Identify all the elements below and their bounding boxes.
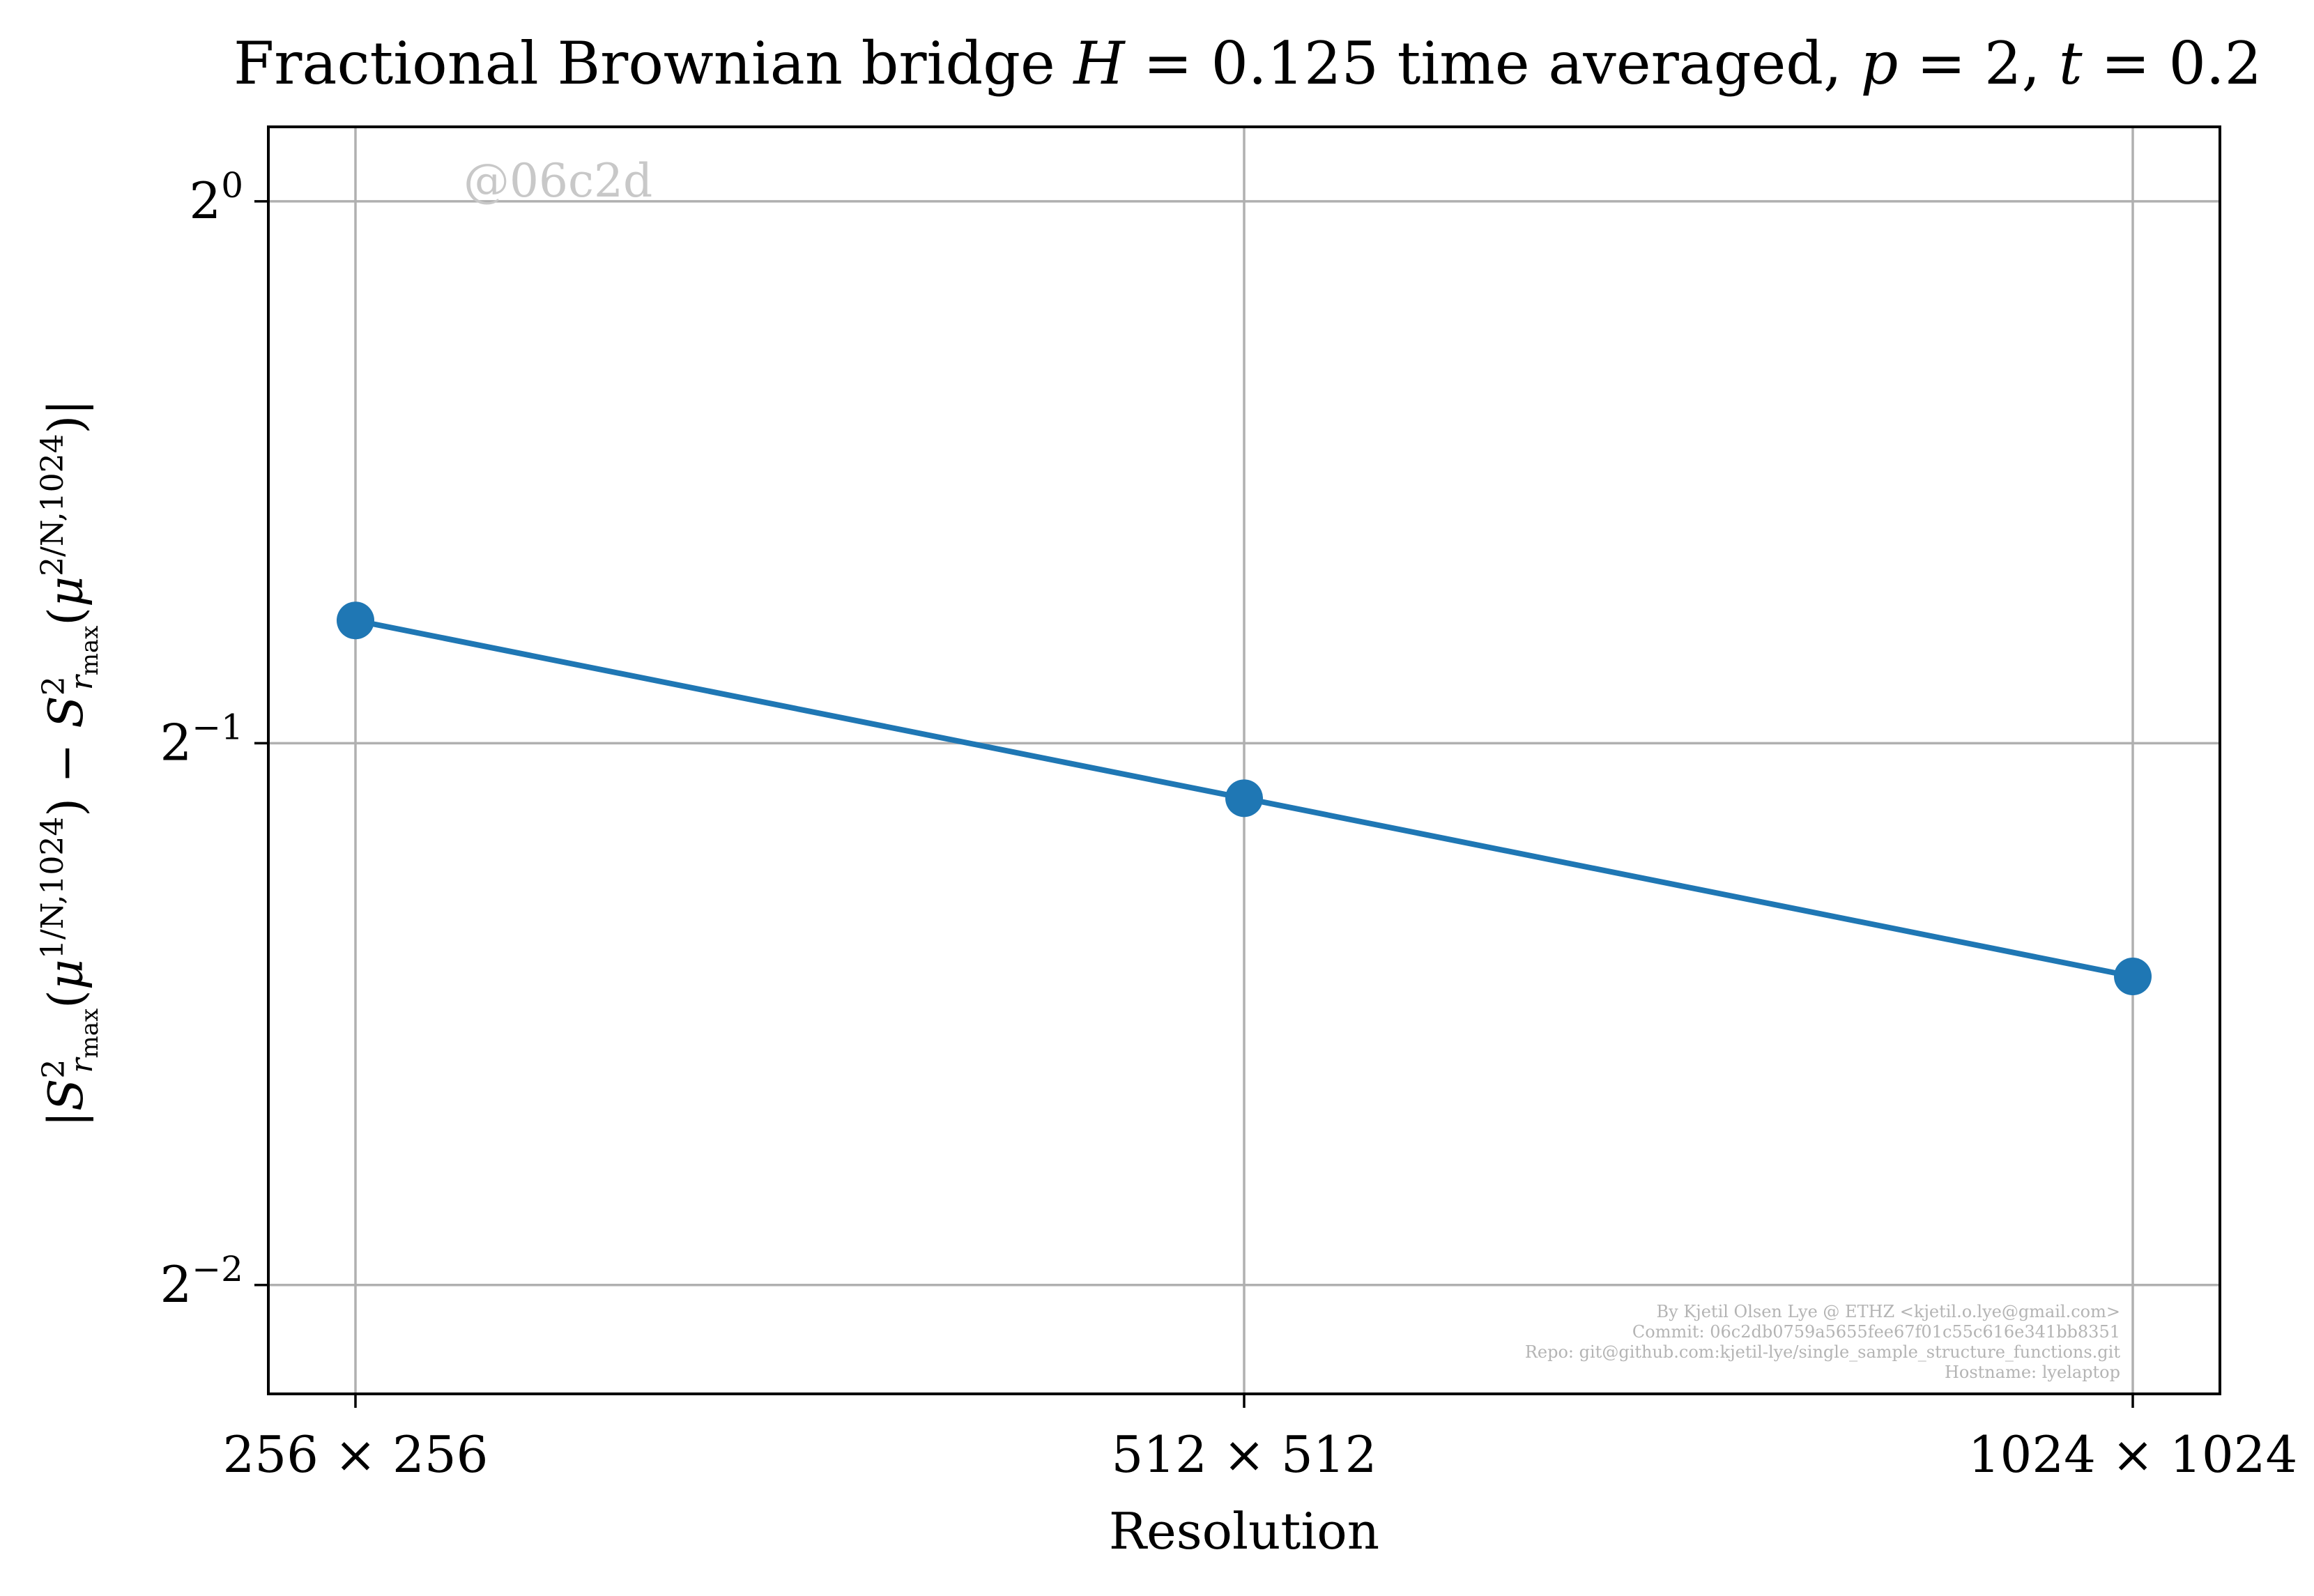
y-axis: 2−2 2−1 20 [160,165,268,1314]
y-tick-label: 2−2 [160,1249,243,1314]
x-tick-label: 1024 × 1024 [1968,1425,2298,1484]
plot-area [267,125,2221,1395]
x-tick-label: 256 × 256 [223,1425,489,1484]
credits-block: By Kjetil Olsen Lye @ ETHZ <kjetil.o.lye… [1525,1302,2121,1382]
data-point [1225,779,1263,818]
y-tick-label: 2−1 [160,707,243,772]
y-tick-label: 20 [189,165,243,230]
chart-title: Fractional Brownian bridge H = 0.125 tim… [233,29,2262,98]
x-axis-label: Resolution [1109,1502,1379,1560]
data-point [337,601,374,640]
credit-line: By Kjetil Olsen Lye @ ETHZ <kjetil.o.lye… [1657,1302,2120,1321]
x-tick-label: 512 × 512 [1112,1425,1377,1484]
watermark-text: @06c2d [463,154,652,208]
series-layer [337,601,2152,996]
grid-lines [268,127,2220,1394]
x-axis: 256 × 256 512 × 512 1024 × 1024 [223,1394,2298,1484]
credit-line: Repo: git@github.com:kjetil-lye/single_s… [1525,1342,2121,1362]
y-axis-label: |S2rmax(μ1/N,1024) − S2rmax(μ2/N,1024)| [35,399,104,1127]
credit-line: Hostname: lyelaptop [1945,1363,2120,1382]
data-point [2114,958,2152,996]
credit-line: Commit: 06c2db0759a5655fee67f01c55c616e3… [1632,1322,2120,1342]
